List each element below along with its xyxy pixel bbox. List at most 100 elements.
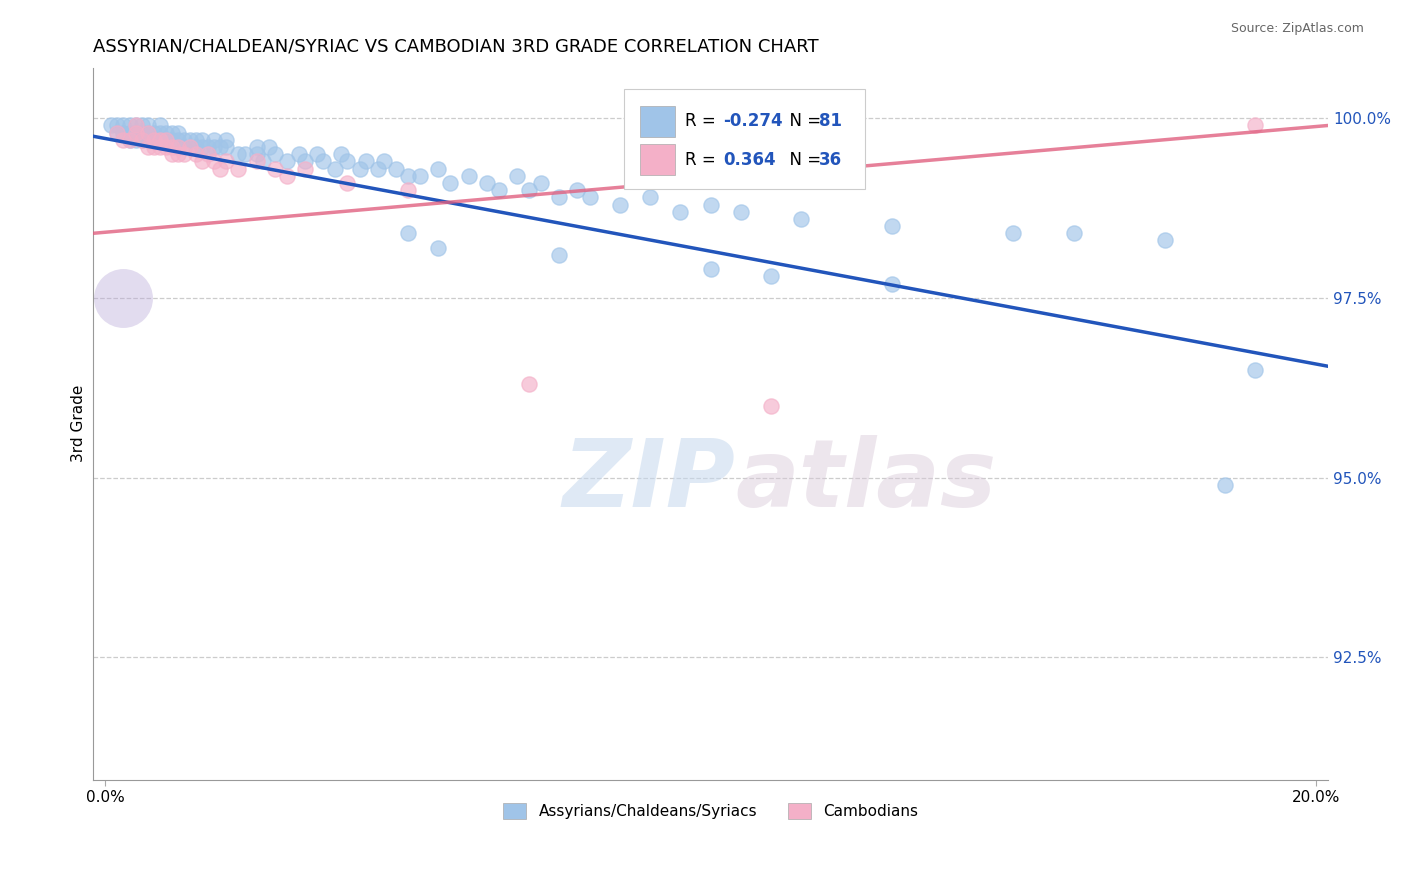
Point <box>475 176 498 190</box>
Point <box>699 262 721 277</box>
Point <box>149 119 172 133</box>
Point <box>149 133 172 147</box>
Point <box>457 169 479 183</box>
Point <box>197 147 219 161</box>
Text: atlas: atlas <box>735 434 997 526</box>
Point <box>112 119 135 133</box>
Point <box>578 190 600 204</box>
Point <box>124 126 146 140</box>
Point <box>294 154 316 169</box>
Point <box>488 183 510 197</box>
Point <box>167 147 190 161</box>
Point <box>307 147 329 161</box>
Y-axis label: 3rd Grade: 3rd Grade <box>72 385 86 462</box>
Point <box>184 140 207 154</box>
Point <box>131 119 153 133</box>
Point <box>263 161 285 176</box>
Point <box>246 147 269 161</box>
Point <box>160 133 183 147</box>
Text: N =: N = <box>779 151 825 169</box>
Point <box>142 133 165 147</box>
Point <box>548 248 571 262</box>
Point <box>155 140 177 154</box>
Point <box>184 147 207 161</box>
Point <box>184 133 207 147</box>
Point <box>257 140 280 154</box>
Point <box>336 154 359 169</box>
Point <box>354 154 377 169</box>
Point <box>197 140 219 154</box>
Point <box>167 133 190 147</box>
Point <box>730 204 752 219</box>
Point <box>276 169 298 183</box>
Point <box>396 183 419 197</box>
Point <box>385 161 408 176</box>
Text: 36: 36 <box>820 151 842 169</box>
Point <box>209 140 232 154</box>
Point <box>202 154 225 169</box>
Point <box>155 126 177 140</box>
Point <box>155 133 177 147</box>
Point <box>124 133 146 147</box>
Point <box>517 377 540 392</box>
Point <box>228 161 250 176</box>
Point <box>312 154 335 169</box>
Point <box>228 147 250 161</box>
Point <box>173 140 195 154</box>
Point <box>112 133 135 147</box>
Point <box>699 197 721 211</box>
Point <box>215 133 238 147</box>
Point <box>609 197 631 211</box>
Point <box>131 133 153 147</box>
Point <box>131 133 153 147</box>
Point <box>761 399 783 413</box>
Point <box>1213 478 1236 492</box>
Point <box>136 126 159 140</box>
Point <box>136 126 159 140</box>
Point <box>252 154 274 169</box>
Point <box>118 126 141 140</box>
Point <box>294 161 316 176</box>
Point <box>149 140 172 154</box>
Point <box>191 133 214 147</box>
Point <box>136 133 159 147</box>
Point <box>191 154 214 169</box>
Point <box>105 126 128 140</box>
Point <box>263 147 285 161</box>
Point <box>669 204 692 219</box>
Point <box>396 169 419 183</box>
FancyBboxPatch shape <box>640 145 675 176</box>
Point <box>215 154 238 169</box>
Point <box>209 161 232 176</box>
Point <box>179 140 201 154</box>
Point <box>136 119 159 133</box>
Point <box>167 140 190 154</box>
Point <box>506 169 529 183</box>
FancyBboxPatch shape <box>640 105 675 137</box>
Point <box>373 154 395 169</box>
Text: -0.274: -0.274 <box>723 112 783 130</box>
Point <box>548 190 571 204</box>
Point <box>517 183 540 197</box>
Point <box>409 169 432 183</box>
Point <box>173 147 195 161</box>
Point <box>118 133 141 147</box>
FancyBboxPatch shape <box>624 89 865 189</box>
Point <box>160 147 183 161</box>
Point <box>761 269 783 284</box>
Point <box>882 219 904 233</box>
Text: R =: R = <box>685 112 721 130</box>
Point <box>155 133 177 147</box>
Text: Source: ZipAtlas.com: Source: ZipAtlas.com <box>1230 22 1364 36</box>
Point <box>1002 227 1025 241</box>
Point <box>439 176 461 190</box>
Point <box>112 291 135 305</box>
Point <box>124 119 146 133</box>
Point <box>882 277 904 291</box>
Point <box>149 133 172 147</box>
Point <box>136 140 159 154</box>
Point <box>179 133 201 147</box>
Point <box>1244 363 1267 377</box>
Point <box>233 147 256 161</box>
Point <box>191 140 214 154</box>
